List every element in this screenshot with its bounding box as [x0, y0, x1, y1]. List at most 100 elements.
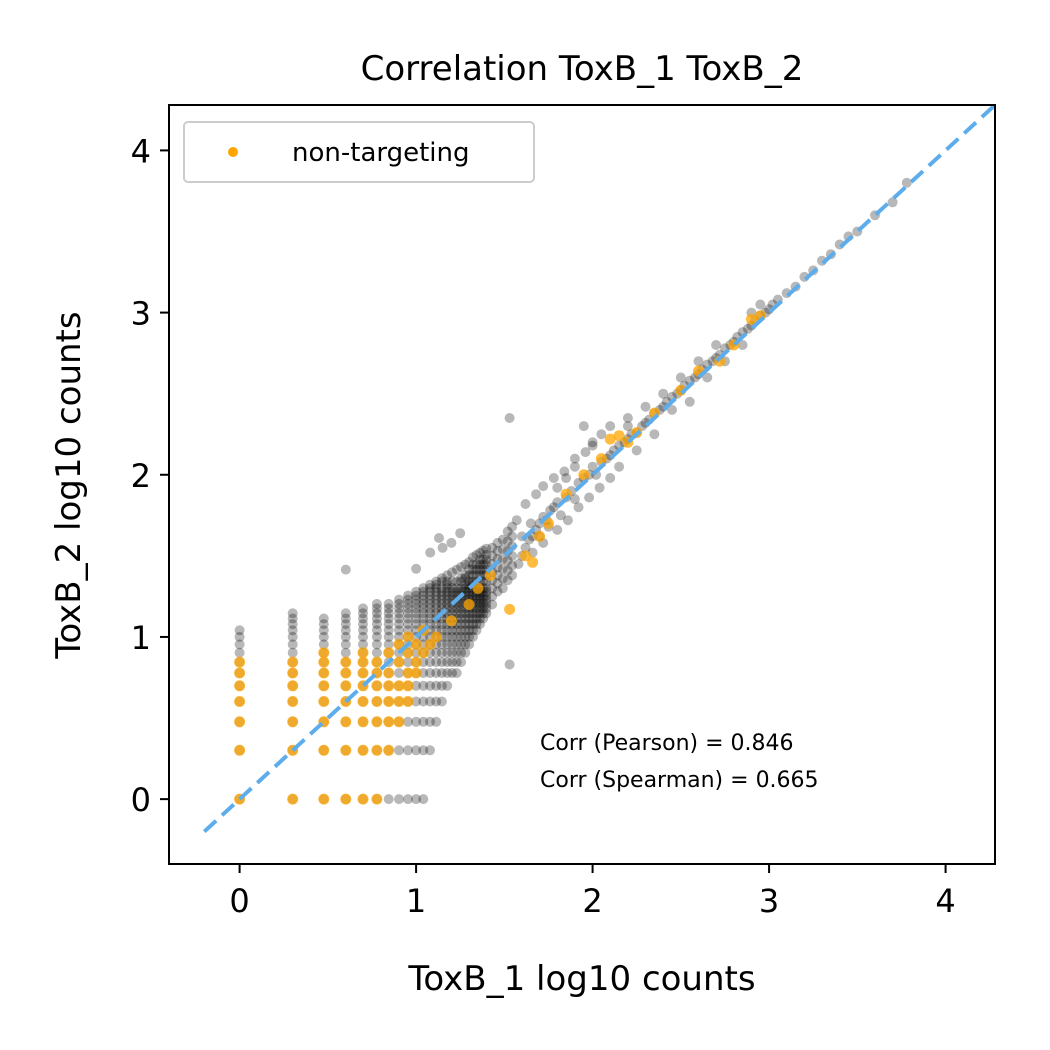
data-point — [425, 583, 435, 594]
data-point — [467, 608, 478, 619]
data-point — [431, 579, 442, 590]
data-point — [358, 619, 368, 630]
data-point — [481, 598, 492, 609]
data-point — [464, 590, 475, 601]
data-point — [481, 586, 492, 597]
data-point — [471, 625, 482, 636]
data-point — [614, 461, 625, 472]
data-point — [418, 680, 429, 691]
data-point — [371, 647, 382, 658]
data-point — [640, 401, 651, 412]
non-targeting-point — [287, 667, 299, 679]
chart-title: Correlation ToxB_1 ToxB_2 — [361, 49, 804, 89]
x-axis-ticks: 0 1 2 3 4 — [229, 864, 956, 920]
non-targeting-point — [371, 793, 383, 805]
data-point — [456, 573, 467, 584]
data-point — [605, 421, 616, 432]
data-point — [287, 619, 298, 630]
non-targeting-point — [383, 696, 395, 707]
data-point — [467, 631, 478, 642]
y-tick-label: 0 — [131, 781, 151, 819]
data-point — [234, 631, 245, 642]
data-point — [467, 613, 478, 624]
data-point — [460, 639, 471, 650]
data-point — [464, 557, 475, 567]
non-targeting-point — [340, 656, 352, 668]
data-point — [394, 594, 404, 605]
data-point — [545, 505, 556, 516]
non-targeting-point — [595, 453, 607, 465]
data-point — [460, 625, 471, 636]
data-point — [447, 668, 458, 678]
data-point — [447, 647, 458, 658]
data-point — [460, 579, 471, 590]
data-point — [569, 494, 580, 505]
data-point — [437, 542, 448, 553]
data-point — [340, 608, 351, 619]
data-point — [742, 323, 753, 334]
non-targeting-point — [287, 656, 299, 668]
data-point — [451, 639, 462, 650]
data-point — [434, 533, 444, 543]
data-point — [531, 489, 542, 500]
data-point — [431, 668, 442, 678]
data-point — [447, 639, 458, 650]
non-targeting-point — [371, 744, 383, 756]
data-point — [425, 547, 436, 558]
data-point — [487, 599, 498, 610]
data-point — [403, 608, 413, 619]
non-targeting-point — [604, 433, 616, 445]
data-point — [431, 619, 442, 630]
data-point — [525, 518, 536, 529]
x-tick-label: 2 — [582, 882, 602, 920]
data-point — [411, 745, 422, 756]
data-point — [411, 716, 422, 727]
data-point — [464, 619, 475, 630]
data-point — [478, 594, 489, 605]
data-point — [403, 716, 413, 727]
data-point — [371, 603, 382, 614]
non-targeting-point — [410, 667, 422, 679]
non-targeting-point — [357, 793, 369, 805]
data-point — [436, 619, 447, 630]
data-point — [475, 547, 485, 558]
data-point — [478, 590, 489, 601]
data-point — [431, 583, 442, 594]
data-point — [287, 613, 298, 624]
data-point — [436, 657, 447, 668]
data-point — [411, 696, 422, 707]
non-targeting-point — [234, 696, 246, 707]
data-point — [411, 619, 422, 630]
non-targeting-point — [318, 744, 330, 756]
legend-box — [183, 121, 535, 183]
non-targeting-point — [402, 647, 414, 659]
data-point — [460, 619, 471, 630]
non-targeting-point — [287, 716, 299, 728]
data-point — [502, 536, 513, 547]
data-point — [451, 586, 462, 597]
data-point — [475, 594, 485, 605]
data-point — [451, 564, 462, 575]
data-point — [403, 590, 413, 601]
data-point — [425, 745, 435, 756]
data-point — [358, 603, 368, 614]
data-point — [431, 680, 442, 691]
non-targeting-point — [318, 793, 330, 805]
data-point — [411, 794, 422, 805]
non-targeting-point — [340, 680, 352, 692]
y-axis-label: ToxB_2 log10 counts — [49, 311, 89, 659]
non-targeting-point — [393, 716, 405, 728]
data-point — [431, 716, 442, 727]
data-point — [431, 657, 442, 668]
data-point — [442, 598, 453, 609]
data-point — [340, 564, 351, 575]
data-point — [487, 591, 498, 602]
data-point — [425, 696, 435, 707]
data-point — [442, 647, 453, 658]
data-point — [287, 631, 298, 642]
data-point — [287, 639, 298, 650]
non-targeting-point — [340, 793, 352, 805]
data-point — [436, 586, 447, 597]
data-point — [418, 716, 429, 727]
non-targeting-point — [463, 599, 475, 610]
